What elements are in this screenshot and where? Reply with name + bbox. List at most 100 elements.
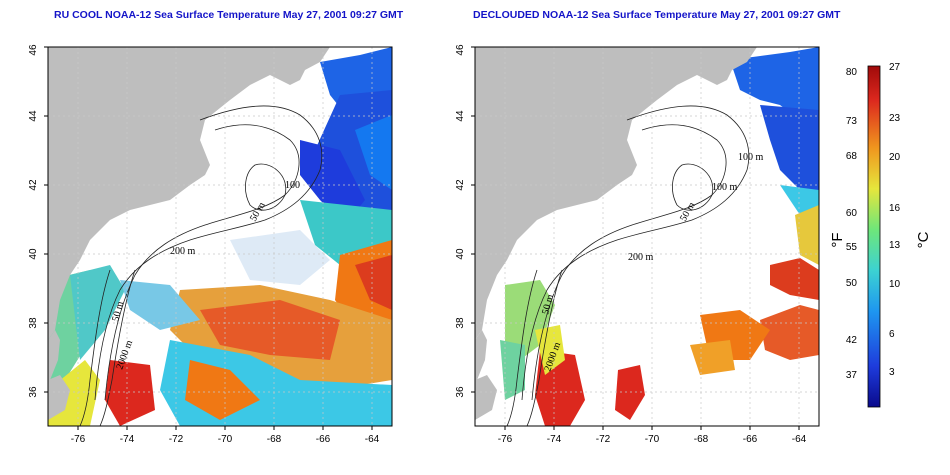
contour-200m <box>521 105 750 401</box>
left-contour-label-50m-shelf: 50 m <box>110 300 126 323</box>
contour-2000m <box>99 269 136 426</box>
right-axis-ticks <box>471 46 800 430</box>
right-maine-coast <box>727 47 757 70</box>
right-graticule <box>475 47 819 426</box>
celsius-tick: 23 <box>889 113 901 124</box>
sst-patch-mid-shelf <box>535 325 565 375</box>
fahrenheit-tick: 80 <box>846 67 858 78</box>
right-map-frame <box>474 46 820 427</box>
sst-patch-south-warm <box>185 360 260 420</box>
right-y-tick: 40 <box>455 248 466 260</box>
sst-patch-haze <box>230 230 330 285</box>
right-x-tick: -72 <box>596 434 611 445</box>
left-x-tick: -70 <box>218 434 233 445</box>
sst-patch-gulf-stream-core <box>200 300 340 360</box>
fahrenheit-tick: 37 <box>846 370 858 381</box>
sst-patch-hatteras-gs <box>105 360 155 426</box>
colorbar-scale <box>867 65 881 408</box>
celsius-unit-label: °C <box>915 231 932 248</box>
fahrenheit-tick: 68 <box>846 151 858 162</box>
left-contour-label-200m: 200 m <box>170 246 196 257</box>
right-land <box>475 47 757 420</box>
right-x-tick: -76 <box>498 434 513 445</box>
sst-patch-slope-water <box>120 280 200 330</box>
right-y-tick: 36 <box>455 386 466 398</box>
celsius-tick: 6 <box>889 329 895 340</box>
left-x-tick: -74 <box>120 434 135 445</box>
right-y-tick: 38 <box>455 317 466 329</box>
fahrenheit-tick: 60 <box>846 208 858 219</box>
right-y-tick: 44 <box>455 110 466 122</box>
left-map-panel: 100 50 m 200 m 50 m 2000 m -76 -74 -72 -… <box>28 44 393 445</box>
right-map-panel: 100 m 100 m 50 m 200 m 50 m 2000 m -76 -… <box>455 44 820 445</box>
fahrenheit-tick-labels: 80 73 68 60 55 50 42 37 <box>846 67 858 381</box>
left-y-tick: 44 <box>28 110 39 122</box>
celsius-tick: 16 <box>889 203 901 214</box>
left-y-tick-labels: 36 38 40 42 44 46 <box>28 44 39 398</box>
right-contour-label-200m: 200 m <box>628 252 654 263</box>
left-y-tick: 46 <box>28 44 39 56</box>
sst-patch-ring-north <box>770 258 819 300</box>
left-axis-ticks <box>44 46 373 430</box>
right-x-tick: -70 <box>645 434 660 445</box>
right-map-title: DECLOUDED NOAA-12 Sea Surface Temperatur… <box>473 9 841 21</box>
right-x-tick: -66 <box>743 434 758 445</box>
sst-patch-gs-filament <box>615 365 645 420</box>
contour-2000m <box>526 269 563 426</box>
left-land <box>48 47 330 420</box>
contour-200m <box>94 105 323 401</box>
right-y-tick: 46 <box>455 44 466 56</box>
temperature-colorbar: 80 73 68 60 55 50 42 37 27 23 20 16 13 1… <box>829 62 932 408</box>
right-sst-field <box>500 47 819 426</box>
contour-100m <box>531 124 727 401</box>
sst-patch-ring-south <box>760 305 819 360</box>
celsius-tick: 20 <box>889 152 901 163</box>
contour-georges-50m <box>245 163 287 211</box>
left-map-frame <box>47 46 393 427</box>
left-delmarva <box>48 330 60 380</box>
left-x-tick: -64 <box>365 434 380 445</box>
celsius-tick: 27 <box>889 62 901 73</box>
right-x-tick: -68 <box>694 434 709 445</box>
left-x-tick: -72 <box>169 434 184 445</box>
left-virginia-coast <box>48 375 70 420</box>
contour-georges-50m <box>672 163 714 211</box>
celsius-tick-labels: 27 23 20 16 13 10 6 3 <box>889 62 901 378</box>
fahrenheit-unit-label: °F <box>829 232 846 247</box>
fahrenheit-tick: 42 <box>846 335 858 346</box>
right-contour-label-100m-north: 100 m <box>738 152 764 163</box>
contour-100m <box>104 124 300 401</box>
fahrenheit-tick: 55 <box>846 242 858 253</box>
left-y-tick: 42 <box>28 179 39 191</box>
right-y-tick: 42 <box>455 179 466 191</box>
sst-patch-nj-shelf <box>70 265 125 360</box>
contour-50m-shelf <box>79 269 111 426</box>
sst-patch-slope-warm <box>795 205 819 265</box>
sst-patch-ring-core <box>355 255 392 310</box>
left-x-tick: -66 <box>316 434 331 445</box>
sst-patch-georges-bank <box>300 140 365 225</box>
left-map-title: RU COOL NOAA-12 Sea Surface Temperature … <box>54 9 404 21</box>
fahrenheit-tick: 50 <box>846 278 858 289</box>
sst-patch-gulf-of-maine <box>730 47 819 120</box>
celsius-tick: 10 <box>889 279 901 290</box>
right-continent <box>475 47 737 340</box>
right-x-tick: -74 <box>547 434 562 445</box>
fahrenheit-tick: 73 <box>846 116 858 127</box>
left-y-tick: 36 <box>28 386 39 398</box>
left-continent <box>48 47 310 340</box>
sst-patch-scotian-shelf <box>760 105 819 200</box>
sst-patch-va-shelf <box>500 340 525 400</box>
left-maine-coast <box>300 47 330 70</box>
left-y-tick: 40 <box>28 248 39 260</box>
right-contour-label-100m: 100 m <box>712 182 738 193</box>
celsius-tick: 3 <box>889 367 895 378</box>
right-bathymetry-contours <box>506 105 750 426</box>
left-x-tick: -68 <box>267 434 282 445</box>
right-x-tick: -64 <box>792 434 807 445</box>
sst-patch-nova-scotia <box>355 115 392 190</box>
right-virginia-coast <box>475 375 497 420</box>
right-contour-label-50m-shelf: 50 m <box>540 293 556 316</box>
left-x-tick-labels: -76 -74 -72 -70 -68 -66 -64 <box>71 434 380 445</box>
